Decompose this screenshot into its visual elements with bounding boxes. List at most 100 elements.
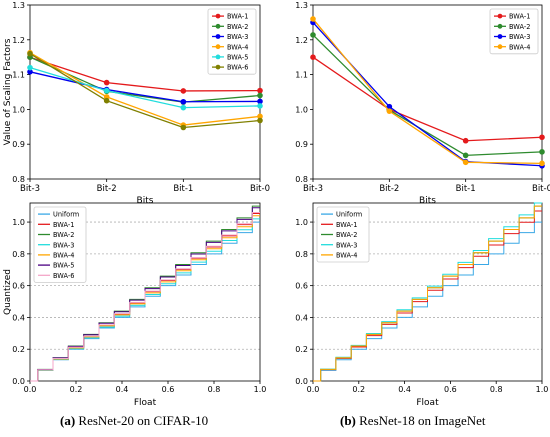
legend-label: BWA-2 xyxy=(509,23,530,31)
data-point xyxy=(310,54,316,60)
data-point xyxy=(257,113,263,120)
chart-bl: 0.0 0.2 0.4 0.6 0.8 1.0 0.0 0.2 0.4 0.6 0.8 1.0 Floa… xyxy=(3,202,267,408)
x-tick-label-tl: Bit-2 xyxy=(97,184,117,194)
data-point xyxy=(310,16,316,22)
y-tick-label-br: 1.0 xyxy=(295,218,308,227)
data-point xyxy=(462,159,469,166)
data-point xyxy=(180,88,187,94)
data-point xyxy=(257,117,263,124)
y-tick-label-br: 0.0 xyxy=(295,377,308,386)
y-tick-label-bl: 0.4 xyxy=(12,313,25,322)
data-point xyxy=(180,98,187,105)
data-point xyxy=(257,87,263,94)
legend-marker xyxy=(215,64,221,70)
caption-b-text: ResNet-18 on ImageNet xyxy=(359,413,486,428)
data-point xyxy=(462,137,469,144)
caption-a-letter: (a) xyxy=(60,413,76,428)
x-axis-label-br: Float xyxy=(416,398,439,408)
series-br-bwa-4 xyxy=(313,205,542,382)
y-tick-label-tl: 1.2 xyxy=(12,36,25,45)
legend-label: BWA-2 xyxy=(53,231,74,239)
legend-label: Uniform xyxy=(336,211,362,219)
caption-a: (a) ResNet-20 on CIFAR-10 xyxy=(60,413,208,429)
series-tr-bwa-4 xyxy=(310,16,545,167)
legend-marker xyxy=(215,54,221,60)
x-tick-label-bl: 0.6 xyxy=(162,385,175,394)
x-tick-label-tr: Bit-3 xyxy=(303,184,323,194)
x-tick-label-bl: 0.8 xyxy=(208,385,221,394)
y-tick-label-tr: 1.0 xyxy=(295,105,308,114)
x-axis-label-tl: Bits xyxy=(137,196,154,206)
data-point xyxy=(257,103,263,109)
x-tick-label-bl: 1.0 xyxy=(254,385,267,394)
series-bl-bwa-6 xyxy=(30,212,260,382)
x-axis-label-tr: Bits xyxy=(419,196,436,206)
legend-label: Uniform xyxy=(53,211,79,219)
y-tick-label-tl: 1.1 xyxy=(12,71,25,80)
data-point xyxy=(539,160,545,167)
legend-label: BWA-4 xyxy=(227,43,248,51)
legend-label: BWA-2 xyxy=(227,23,248,31)
axis-frame-tr xyxy=(312,4,543,180)
data-point xyxy=(386,103,393,110)
legend-marker xyxy=(497,44,503,50)
x-tick-label-tr: Bit-1 xyxy=(456,184,476,194)
data-point xyxy=(27,50,33,57)
legend-label: BWA-4 xyxy=(336,252,357,260)
legend-label: BWA-3 xyxy=(336,241,357,249)
legend-label: BWA-1 xyxy=(509,13,530,21)
x-tick-label-bl: 0.4 xyxy=(116,385,129,394)
series-line xyxy=(29,52,261,126)
data-point xyxy=(462,152,469,159)
x-axis-label-bl: Float xyxy=(134,398,157,408)
legend-marker xyxy=(215,44,221,50)
legend-tr: BWA-1 BWA-2 BWA-3 BWA-4 xyxy=(489,8,539,55)
series-line xyxy=(312,56,543,142)
legend-marker xyxy=(497,13,503,19)
legend-marker xyxy=(215,23,221,29)
y-tick-label-tl: 0.9 xyxy=(12,140,25,149)
step-line xyxy=(30,212,260,382)
legend-label: BWA-2 xyxy=(336,231,357,239)
legend-tl: BWA-1 BWA-2 BWA-3 BWA-4 BWA-5 BWA-6 xyxy=(207,8,257,75)
chart-br: 0.0 0.2 0.4 0.6 0.8 1.0 0.0 0.2 0.4 0.6 0.8 1.0 Floa… xyxy=(295,202,548,408)
data-point xyxy=(257,92,263,99)
y-tick-label-tr: 1.3 xyxy=(295,1,308,10)
legend-label: BWA-6 xyxy=(227,64,248,72)
legend-label: BWA-3 xyxy=(53,241,74,249)
x-tick-label-tl: Bit-0 xyxy=(250,184,270,194)
legend-label: BWA-3 xyxy=(227,33,248,41)
y-tick-label-tl: 1.3 xyxy=(12,1,25,10)
x-tick-label-tl: Bit-1 xyxy=(173,184,193,194)
x-tick-label-tr: Bit-2 xyxy=(379,184,399,194)
y-axis-label-tl: Value of Scaling Factors xyxy=(3,38,13,145)
series-line xyxy=(312,34,543,156)
caption-b-letter: (b) xyxy=(340,413,356,428)
series-tl-bwa-6 xyxy=(27,50,263,131)
legend-marker xyxy=(215,13,221,19)
y-tick-label-tr: 0.9 xyxy=(295,140,308,149)
legend-bl: Uniform BWA-1 BWA-2 BWA-3 BWA-4 BWA-5 BWA-6 xyxy=(33,206,87,283)
x-tick-label-tl: Bit-3 xyxy=(20,184,40,194)
data-point xyxy=(310,32,316,38)
x-tick-label-br: 0.2 xyxy=(352,385,365,394)
y-tick-label-br: 0.2 xyxy=(295,345,308,354)
y-tick-label-br: 0.8 xyxy=(295,250,308,259)
legend-box xyxy=(33,206,87,283)
x-tick-label-br: 0.8 xyxy=(490,385,503,394)
data-point xyxy=(103,94,110,100)
data-point xyxy=(27,64,33,71)
legend-label: BWA-1 xyxy=(227,13,248,21)
x-tick-label-br: 0.6 xyxy=(444,385,457,394)
axis-frame-br xyxy=(312,202,543,382)
series-tl-bwa-5 xyxy=(27,64,263,111)
data-point xyxy=(180,104,187,111)
y-tick-label-tr: 0.8 xyxy=(295,175,308,184)
data-point xyxy=(27,69,33,75)
series-line xyxy=(29,53,261,129)
legend-label: BWA-1 xyxy=(53,221,74,229)
y-tick-label-br: 0.6 xyxy=(295,282,308,291)
series-tr-bwa-1 xyxy=(310,54,545,144)
data-point xyxy=(539,134,545,141)
legend-br: Uniform BWA-1 BWA-2 BWA-3 BWA-4 xyxy=(316,206,370,263)
